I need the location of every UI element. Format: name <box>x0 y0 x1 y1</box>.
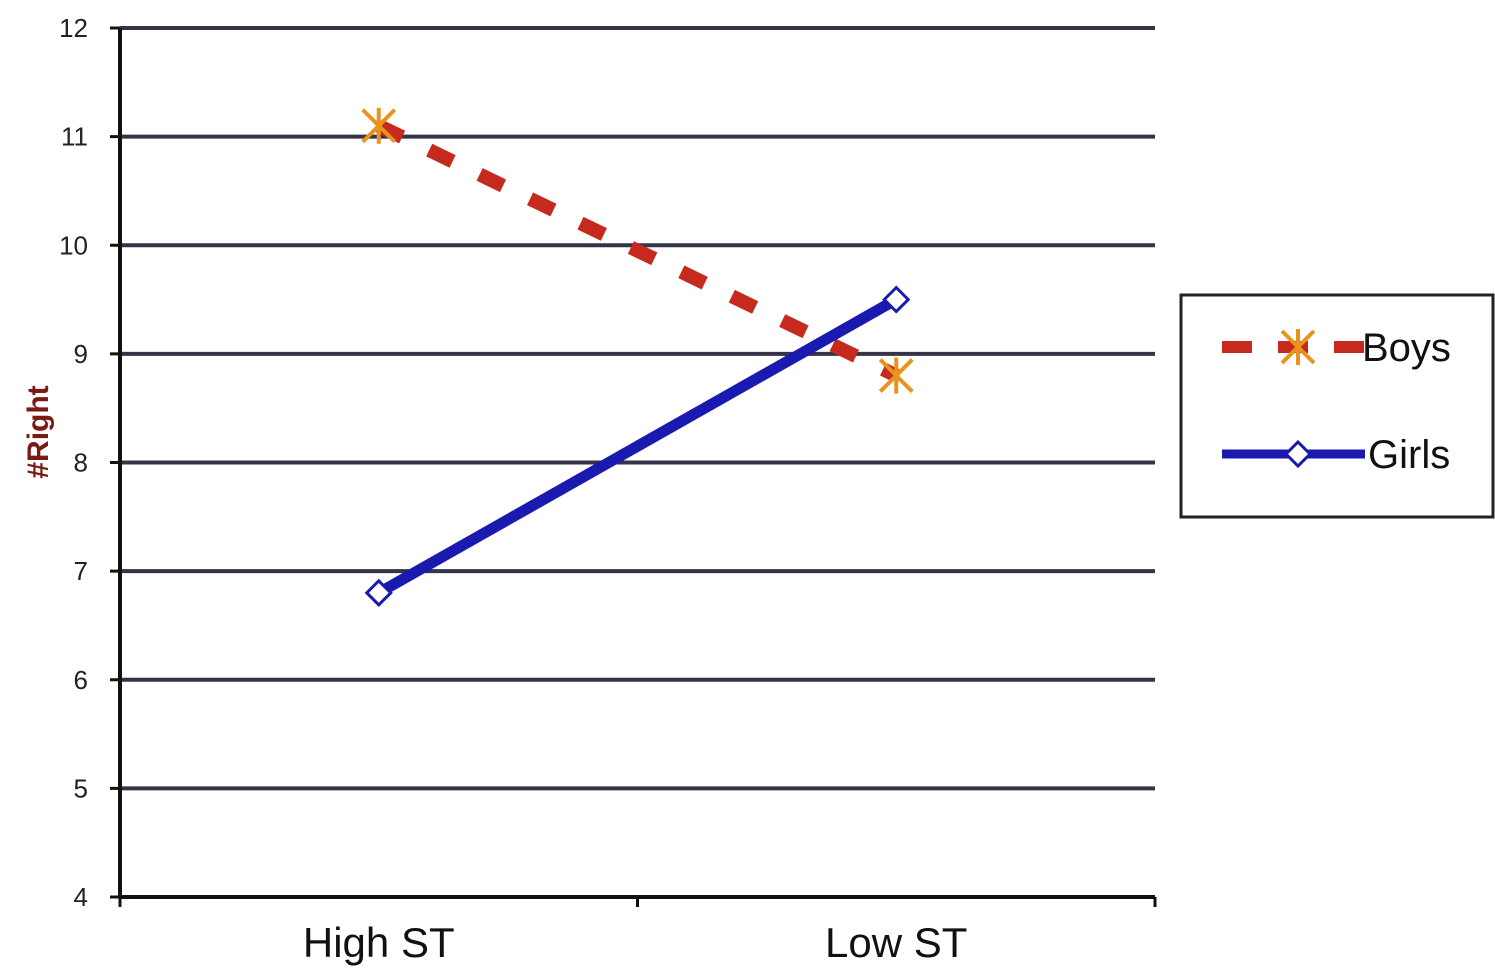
series-line-boys <box>375 119 900 382</box>
y-tick-label: 5 <box>74 773 88 803</box>
y-tick-label: 6 <box>74 665 88 695</box>
series-line-girls <box>376 294 899 598</box>
y-tick-label: 11 <box>61 122 88 152</box>
y-tick-label: 4 <box>74 882 88 912</box>
y-tick-label: 10 <box>59 230 88 260</box>
y-tick-label: 8 <box>74 448 88 478</box>
axes <box>110 26 1157 907</box>
y-tick-label: 12 <box>59 13 88 43</box>
legend-box <box>1179 293 1495 519</box>
legend-entry-girls: Girls <box>1222 433 1450 477</box>
y-axis-label: #Right <box>22 385 55 478</box>
legend-label-boys: Boys <box>1362 326 1451 370</box>
x-tick-labels: High ST Low ST <box>303 919 968 966</box>
legend-marker-girls <box>1283 439 1313 469</box>
legend-marker-boys <box>1280 329 1316 365</box>
data-point-girls <box>882 285 911 314</box>
data-point-girls <box>364 578 393 607</box>
series-layer <box>361 107 914 607</box>
x-tick-label: Low ST <box>825 919 967 966</box>
y-tick-label: 9 <box>74 339 88 369</box>
legend-entry-boys: Boys <box>1222 326 1451 370</box>
legend-label-girls: Girls <box>1368 433 1450 477</box>
gridlines <box>120 26 1155 791</box>
data-point-boys <box>878 357 914 394</box>
legend: Boys Girls <box>1179 293 1495 519</box>
data-point-boys <box>361 107 397 144</box>
y-tick-labels: 4 5 6 7 8 9 10 11 12 <box>59 13 88 912</box>
x-tick-label: High ST <box>303 919 455 966</box>
y-tick-label: 7 <box>74 556 88 586</box>
